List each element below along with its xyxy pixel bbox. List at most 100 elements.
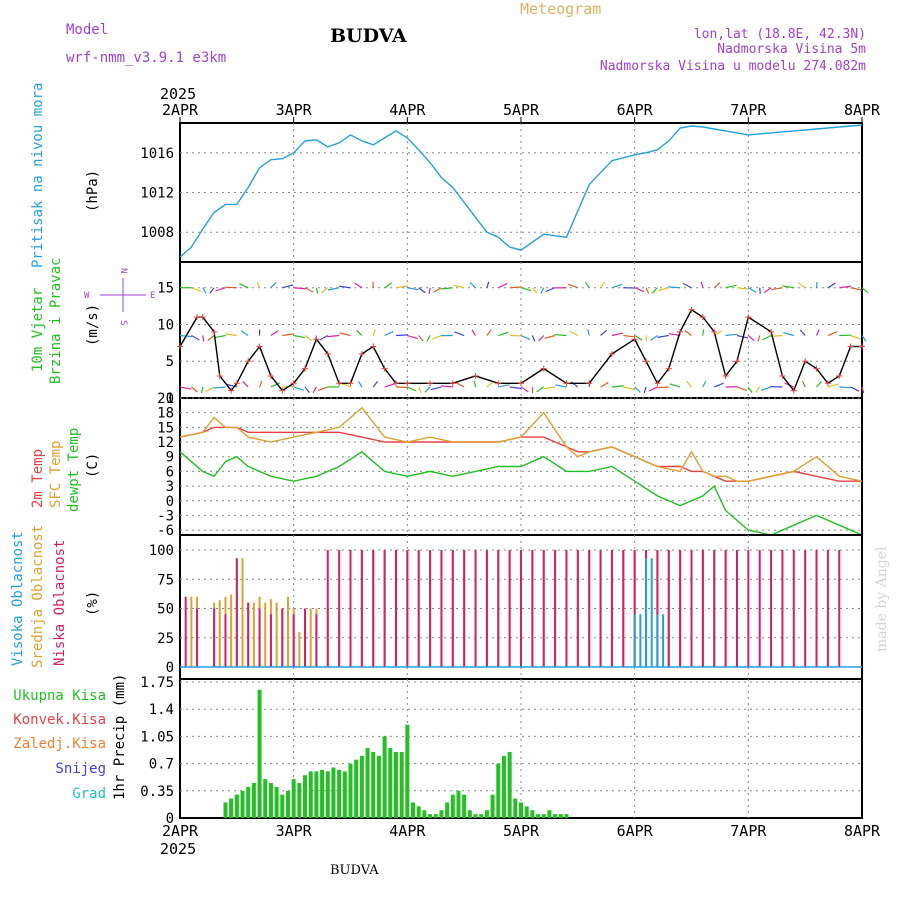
wind-gust-marker — [836, 372, 843, 379]
wind-gust-marker — [631, 336, 638, 343]
watermark: made by Angel — [874, 546, 890, 652]
wind-barb — [839, 285, 851, 289]
wind-barb — [293, 287, 306, 290]
wind-barb — [225, 333, 237, 337]
wind-barb — [179, 386, 192, 390]
cloud-ylabel-srednja: Srednja Oblacnost — [30, 525, 46, 668]
wind-barb — [634, 386, 641, 393]
pressure-panel: 1008 1012 1016 — [140, 122, 863, 263]
wind-barb — [431, 334, 442, 340]
wind-barb — [428, 287, 431, 294]
wind-barb — [209, 287, 215, 294]
wind-gust-marker — [563, 380, 570, 387]
wind-barb — [827, 383, 839, 388]
wind-barb — [354, 282, 363, 289]
wind-barb — [473, 380, 477, 388]
wind-gust-marker — [847, 343, 854, 350]
wind-barb — [469, 281, 476, 289]
wind-ytick-label: 5 — [166, 354, 174, 370]
wind-gust-marker — [336, 380, 343, 387]
precip-bar — [564, 814, 569, 818]
wind-barb — [304, 287, 314, 293]
wind-barb — [668, 332, 681, 337]
wind-barb — [682, 282, 692, 289]
precip-bar — [393, 751, 398, 818]
temp-ytick-label: 0 — [166, 494, 174, 510]
wind-barb — [816, 381, 822, 388]
wind-gust-marker — [449, 380, 456, 387]
precip-bar — [439, 810, 444, 818]
precip-bar — [320, 769, 325, 818]
wind-barb — [801, 380, 806, 388]
compass-rose: N W E S — [84, 268, 155, 325]
wind-ylabel-2: Brzina i Pravac — [48, 258, 64, 384]
wind-gust-marker — [233, 380, 240, 387]
pressure-ytick-label: 1016 — [140, 146, 174, 162]
wind-barb — [736, 287, 749, 290]
wind-barb — [799, 329, 806, 336]
wind-barb — [545, 287, 556, 293]
wind-barb — [611, 332, 624, 337]
wind-gust-marker — [228, 387, 235, 394]
wind-barb — [700, 281, 704, 288]
wind-barb — [520, 287, 532, 292]
bottom-day-label: 6APR — [617, 822, 654, 840]
wind-gust-marker — [586, 380, 593, 387]
model-label: Model — [66, 22, 108, 38]
wind-barb — [355, 329, 363, 336]
precip-bar — [422, 810, 427, 818]
wind-gust-marker — [802, 358, 809, 365]
wind-barb — [498, 384, 510, 388]
top-day-label: 2APR — [162, 101, 199, 119]
wind-barb — [543, 386, 556, 390]
precip-bar — [223, 802, 228, 818]
wind-barb — [486, 329, 492, 336]
model-name: wrf-nmm_v3.9.1 e3km — [66, 50, 226, 66]
wind-gust-marker — [404, 380, 411, 387]
wind-barb — [486, 381, 494, 388]
cloud-panel: 0 25 50 75 100 — [149, 534, 863, 680]
wind-barb — [861, 386, 865, 394]
wind-barb — [240, 330, 249, 337]
precip-bar — [467, 810, 472, 818]
wind-barb — [486, 281, 490, 288]
wind-barb — [850, 334, 861, 340]
wind-barb — [827, 331, 838, 337]
wind-barb — [282, 284, 294, 289]
wind-barb — [315, 287, 319, 294]
precip-unit: 1hr Precip (mm) — [112, 674, 128, 800]
wind-barb — [567, 283, 579, 289]
footer-station: BUDVA — [330, 863, 379, 878]
wind-barb — [520, 334, 531, 341]
precip-bar — [325, 771, 330, 818]
wind-barb — [634, 335, 643, 341]
precip-bar — [530, 810, 535, 818]
wind-barb — [555, 384, 567, 388]
precip-bar — [473, 814, 478, 818]
station-title: BUDVA — [330, 25, 407, 47]
wind-barb — [669, 383, 681, 388]
precip-bar — [462, 794, 467, 818]
wind-barb — [418, 335, 424, 342]
precip-bar — [479, 814, 484, 818]
temp-sfc-line — [179, 406, 863, 482]
top-day-labels: 2APR 3APR 4APR 5APR 6APR 7APR 8APR — [162, 101, 881, 124]
wind-gust-marker — [779, 372, 786, 379]
precip-bar — [541, 814, 546, 818]
wind-gust-marker — [370, 343, 377, 350]
temp-ytick-label: 3 — [166, 479, 174, 495]
wind-gust-marker — [177, 343, 183, 350]
wind-barb — [395, 334, 408, 337]
temp-ytick-label: 12 — [157, 435, 174, 451]
precip-legend-grad: Grad — [72, 786, 106, 802]
wind-barb — [321, 287, 329, 294]
precip-bar — [536, 814, 541, 818]
wind-gust-marker — [313, 336, 320, 343]
wind-barb — [658, 287, 669, 292]
wind-barb — [760, 386, 772, 391]
wind-gust-marker — [824, 380, 831, 387]
wind-barb — [600, 281, 605, 289]
wind-barb — [407, 334, 418, 340]
wind-barb — [509, 286, 522, 289]
wind-barb — [440, 287, 453, 290]
